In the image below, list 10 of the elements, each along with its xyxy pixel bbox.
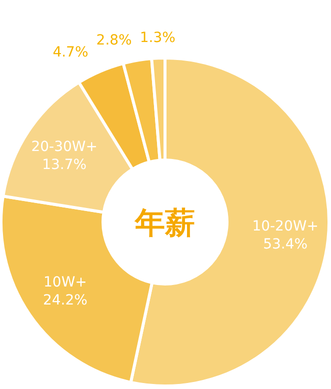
data-label: 4.7% xyxy=(52,44,88,61)
data-label: 1.3% xyxy=(140,30,176,46)
slice-label: 20-30W+ xyxy=(31,138,98,155)
text: 年薪 xyxy=(134,206,195,241)
slice-label: 10W+ xyxy=(44,274,87,290)
slice-label: 10-20W+ xyxy=(252,218,318,235)
data-label: 13.7% xyxy=(42,156,87,173)
data-label: 24.2% xyxy=(42,292,88,308)
data-label: 53.4% xyxy=(263,236,308,253)
data-label: 2.8% xyxy=(96,32,132,49)
